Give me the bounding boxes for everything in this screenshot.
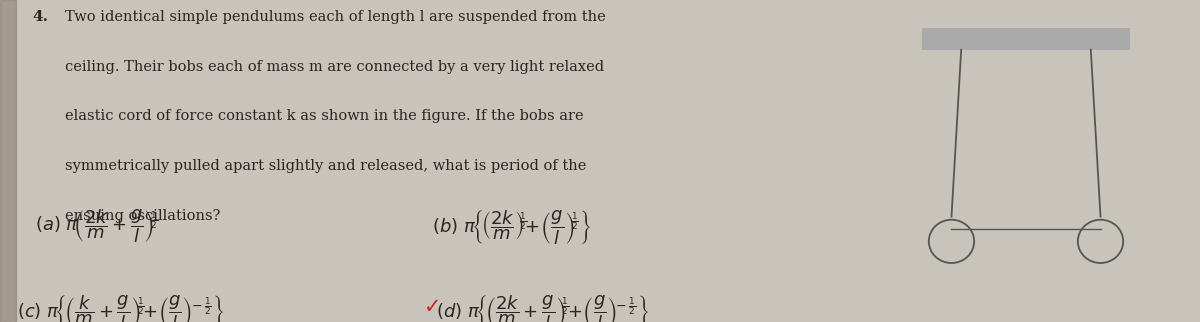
Text: ensuing oscillations?: ensuing oscillations?	[65, 209, 220, 223]
Bar	[0, 0, 16, 322]
Text: Two identical simple pendulums each of length l are suspended from the: Two identical simple pendulums each of l…	[65, 10, 606, 24]
Text: $(d)\ \pi\!\left\{\!\left(\dfrac{2k}{m}+\dfrac{g}{l}\right)^{\!\!\frac{1}{2}}\!\: $(d)\ \pi\!\left\{\!\left(\dfrac{2k}{m}+…	[437, 293, 649, 322]
Text: $(a)\ \pi\!\left(\dfrac{2k}{m}+\dfrac{g}{l}\right)^{\!\!\frac{1}{2}}$: $(a)\ \pi\!\left(\dfrac{2k}{m}+\dfrac{g}…	[35, 208, 157, 245]
Text: $(b)\ \pi\!\left\{\!\left(\dfrac{2k}{m}\right)^{\!\!\frac{1}{2}}\!\!+\!\left(\df: $(b)\ \pi\!\left\{\!\left(\dfrac{2k}{m}\…	[432, 208, 592, 246]
Bar	[923, 28, 1129, 50]
Text: ceiling. Their bobs each of mass m are connected by a very light relaxed: ceiling. Their bobs each of mass m are c…	[65, 60, 604, 73]
Text: elastic cord of force constant k as shown in the figure. If the bobs are: elastic cord of force constant k as show…	[65, 109, 583, 123]
Text: 4.: 4.	[32, 10, 49, 24]
Text: $(c)\ \pi\!\left\{\!\left(\dfrac{k}{m}+\dfrac{g}{l}\right)^{\!\!\frac{1}{2}}\!\!: $(c)\ \pi\!\left\{\!\left(\dfrac{k}{m}+\…	[17, 293, 224, 322]
Text: symmetrically pulled apart slightly and released, what is period of the: symmetrically pulled apart slightly and …	[65, 159, 586, 173]
Text: $\checkmark$: $\checkmark$	[424, 295, 439, 315]
